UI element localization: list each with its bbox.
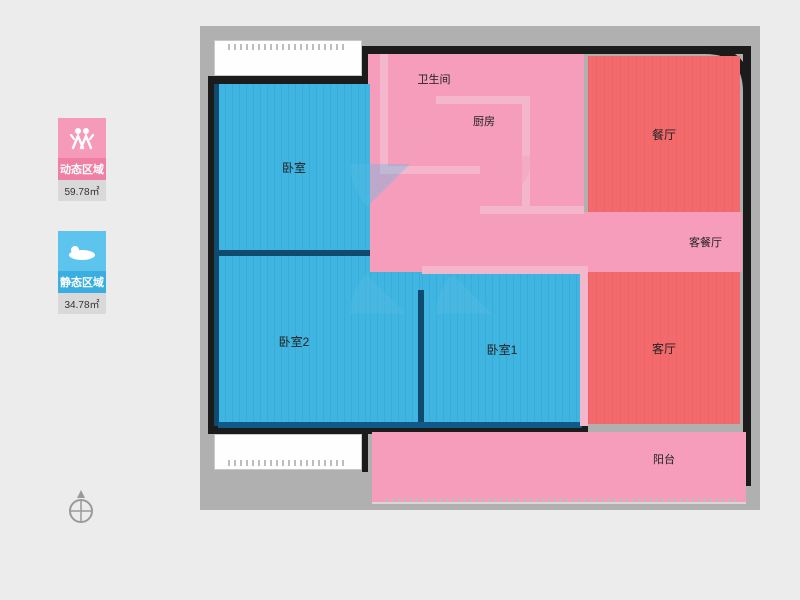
legend-static-value: 34.78㎡	[58, 293, 106, 314]
static-zone-icon	[58, 231, 106, 271]
wall-kitchen-top	[436, 96, 530, 104]
legend-panel: 动态区域 59.78㎡ 静态区域 34.78㎡	[58, 118, 106, 344]
label-dining: 餐厅	[652, 126, 676, 143]
label-balcony: 阳台	[653, 451, 675, 467]
label-kitchen-wrap: 厨房	[444, 106, 524, 136]
wall-kitchen-bottom	[480, 206, 584, 214]
room-bedroom2: 卧室2	[218, 256, 370, 426]
room-dining: 餐厅	[588, 56, 740, 212]
wall-right	[743, 46, 751, 486]
label-kitchen: 厨房	[473, 113, 495, 129]
dynamic-zone-icon	[58, 118, 106, 158]
balcony-floor-line	[372, 502, 746, 504]
legend-static-label: 静态区域	[58, 271, 106, 293]
legend-static: 静态区域 34.78㎡	[58, 231, 106, 314]
divider-left-vertical	[214, 84, 219, 426]
label-living-dining: 客餐厅	[689, 234, 722, 250]
legend-dynamic-label: 动态区域	[58, 158, 106, 180]
wall-top-left-seg	[208, 76, 374, 84]
room-living: 客厅	[588, 272, 740, 424]
floor-plan: 餐厅 客厅 客餐厅 卧室 卧室2 卧室1 卫生间 厨房 阳台	[200, 26, 760, 582]
legend-dynamic-value: 59.78㎡	[58, 180, 106, 201]
divider-bed1-left	[418, 290, 424, 426]
wall-notch-vert-bottom	[362, 426, 368, 472]
divider-bed-main-2	[218, 250, 370, 256]
room-bedroom-main: 卧室	[218, 84, 370, 250]
label-bedroom-main: 卧室	[282, 159, 306, 176]
rail-bottom	[228, 460, 348, 466]
wall-above-living	[580, 266, 588, 426]
label-bedroom1: 卧室1	[487, 341, 518, 358]
label-bedroom2: 卧室2	[279, 333, 310, 350]
label-balcony-wrap: 阳台	[588, 444, 740, 474]
legend-dynamic: 动态区域 59.78㎡	[58, 118, 106, 201]
label-bath-wrap: 卫生间	[386, 62, 482, 96]
wall-below-corridor	[422, 266, 584, 274]
label-living: 客厅	[652, 340, 676, 357]
compass-icon	[68, 490, 94, 524]
divider-bed-strip-bottom	[218, 422, 582, 428]
room-living-dining: 客餐厅	[588, 212, 740, 272]
wall-top	[364, 46, 746, 54]
label-bathroom: 卫生间	[418, 71, 451, 87]
rail-top	[228, 44, 348, 50]
people-icon	[69, 126, 95, 150]
sleeping-icon	[67, 241, 97, 261]
